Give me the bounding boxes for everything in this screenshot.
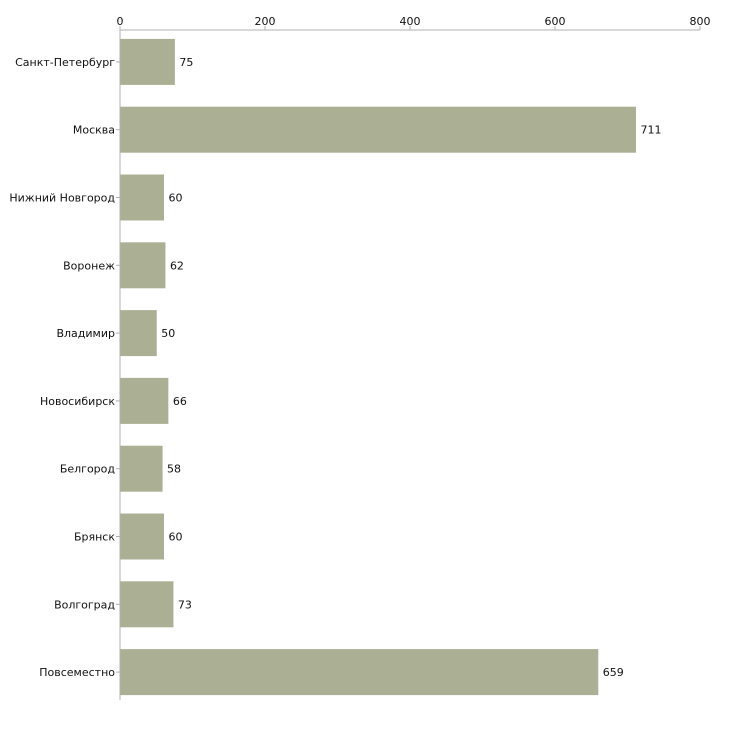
bar-value-label: 60 bbox=[169, 531, 183, 544]
bar-value-label: 66 bbox=[173, 395, 187, 408]
bar bbox=[120, 513, 164, 560]
bar bbox=[120, 377, 169, 424]
bar bbox=[120, 310, 157, 357]
category-label: Санкт-Петербург bbox=[15, 56, 115, 69]
category-label: Волгоград bbox=[54, 598, 115, 611]
category-label: Нижний Новгород bbox=[9, 192, 115, 205]
category-label: Белгород bbox=[60, 463, 116, 476]
bar-value-label: 73 bbox=[178, 598, 192, 611]
bar bbox=[120, 445, 163, 492]
category-label: Новосибирск bbox=[40, 395, 115, 408]
category-label: Владимир bbox=[56, 327, 115, 340]
bar bbox=[120, 242, 166, 289]
category-label: Брянск bbox=[74, 531, 115, 544]
category-label: Москва bbox=[73, 124, 115, 137]
x-tick-label: 800 bbox=[690, 15, 711, 28]
bar-value-label: 659 bbox=[603, 666, 624, 679]
bar-value-label: 60 bbox=[169, 192, 183, 205]
bar-value-label: 50 bbox=[161, 327, 175, 340]
bar-value-label: 711 bbox=[640, 124, 661, 137]
category-label: Повсеместно bbox=[39, 666, 115, 679]
bar-value-label: 75 bbox=[179, 56, 193, 69]
bar-value-label: 58 bbox=[167, 463, 181, 476]
x-tick-label: 200 bbox=[255, 15, 276, 28]
bar-value-label: 62 bbox=[170, 259, 184, 272]
bar bbox=[120, 649, 599, 696]
category-label: Воронеж bbox=[63, 259, 115, 272]
bar bbox=[120, 106, 636, 153]
x-tick-label: 600 bbox=[545, 15, 566, 28]
x-tick-label: 0 bbox=[117, 15, 124, 28]
x-tick-label: 400 bbox=[400, 15, 421, 28]
bar bbox=[120, 581, 174, 628]
bar bbox=[120, 174, 164, 221]
bar bbox=[120, 38, 175, 85]
